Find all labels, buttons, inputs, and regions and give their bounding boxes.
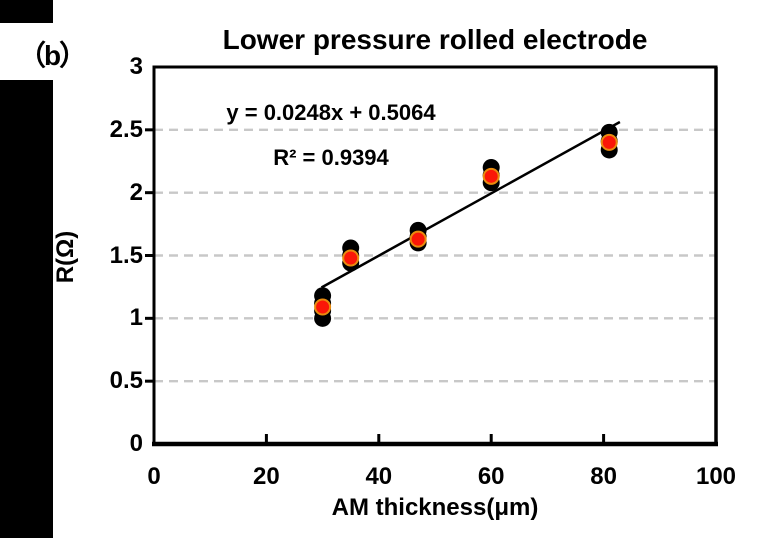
trendline-annotation: y = 0.0248x + 0.5064 R² = 0.9394 [200,90,462,180]
y-tick-label: 1 [129,304,143,332]
trendline-r-squared: R² = 0.9394 [273,145,389,170]
trendline-equation: y = 0.0248x + 0.5064 [226,100,436,125]
trendline [320,120,621,289]
x-tick-label: 20 [253,463,280,490]
x-axis-title: AM thickness(μm) [331,494,539,521]
data-point-red [314,298,332,316]
data-point-red [482,167,500,185]
y-tick-label: 0 [129,430,143,457]
y-tick-label: 3 [129,53,143,80]
x-tick-label: 80 [590,463,617,490]
data-point-red [600,133,618,151]
y-tick-label: 2 [129,178,143,206]
y-tick-label: 0.5 [109,367,143,395]
y-tick-label: 2.5 [109,115,143,143]
x-tick-label: 40 [365,463,393,490]
left-black-bar-top [0,0,53,23]
x-tick-label: 60 [477,463,505,490]
chart-title: Lower pressure rolled electrode [222,24,648,55]
x-tick-label: 0 [147,463,161,490]
data-point-red [342,249,360,267]
left-black-bar [0,80,53,538]
data-point-red [409,230,427,248]
y-tick-label: 1.5 [109,241,143,269]
x-tick-label: 100 [695,463,737,490]
panel-label: （b） [18,40,87,71]
y-axis-title: R(Ω) [52,230,79,284]
